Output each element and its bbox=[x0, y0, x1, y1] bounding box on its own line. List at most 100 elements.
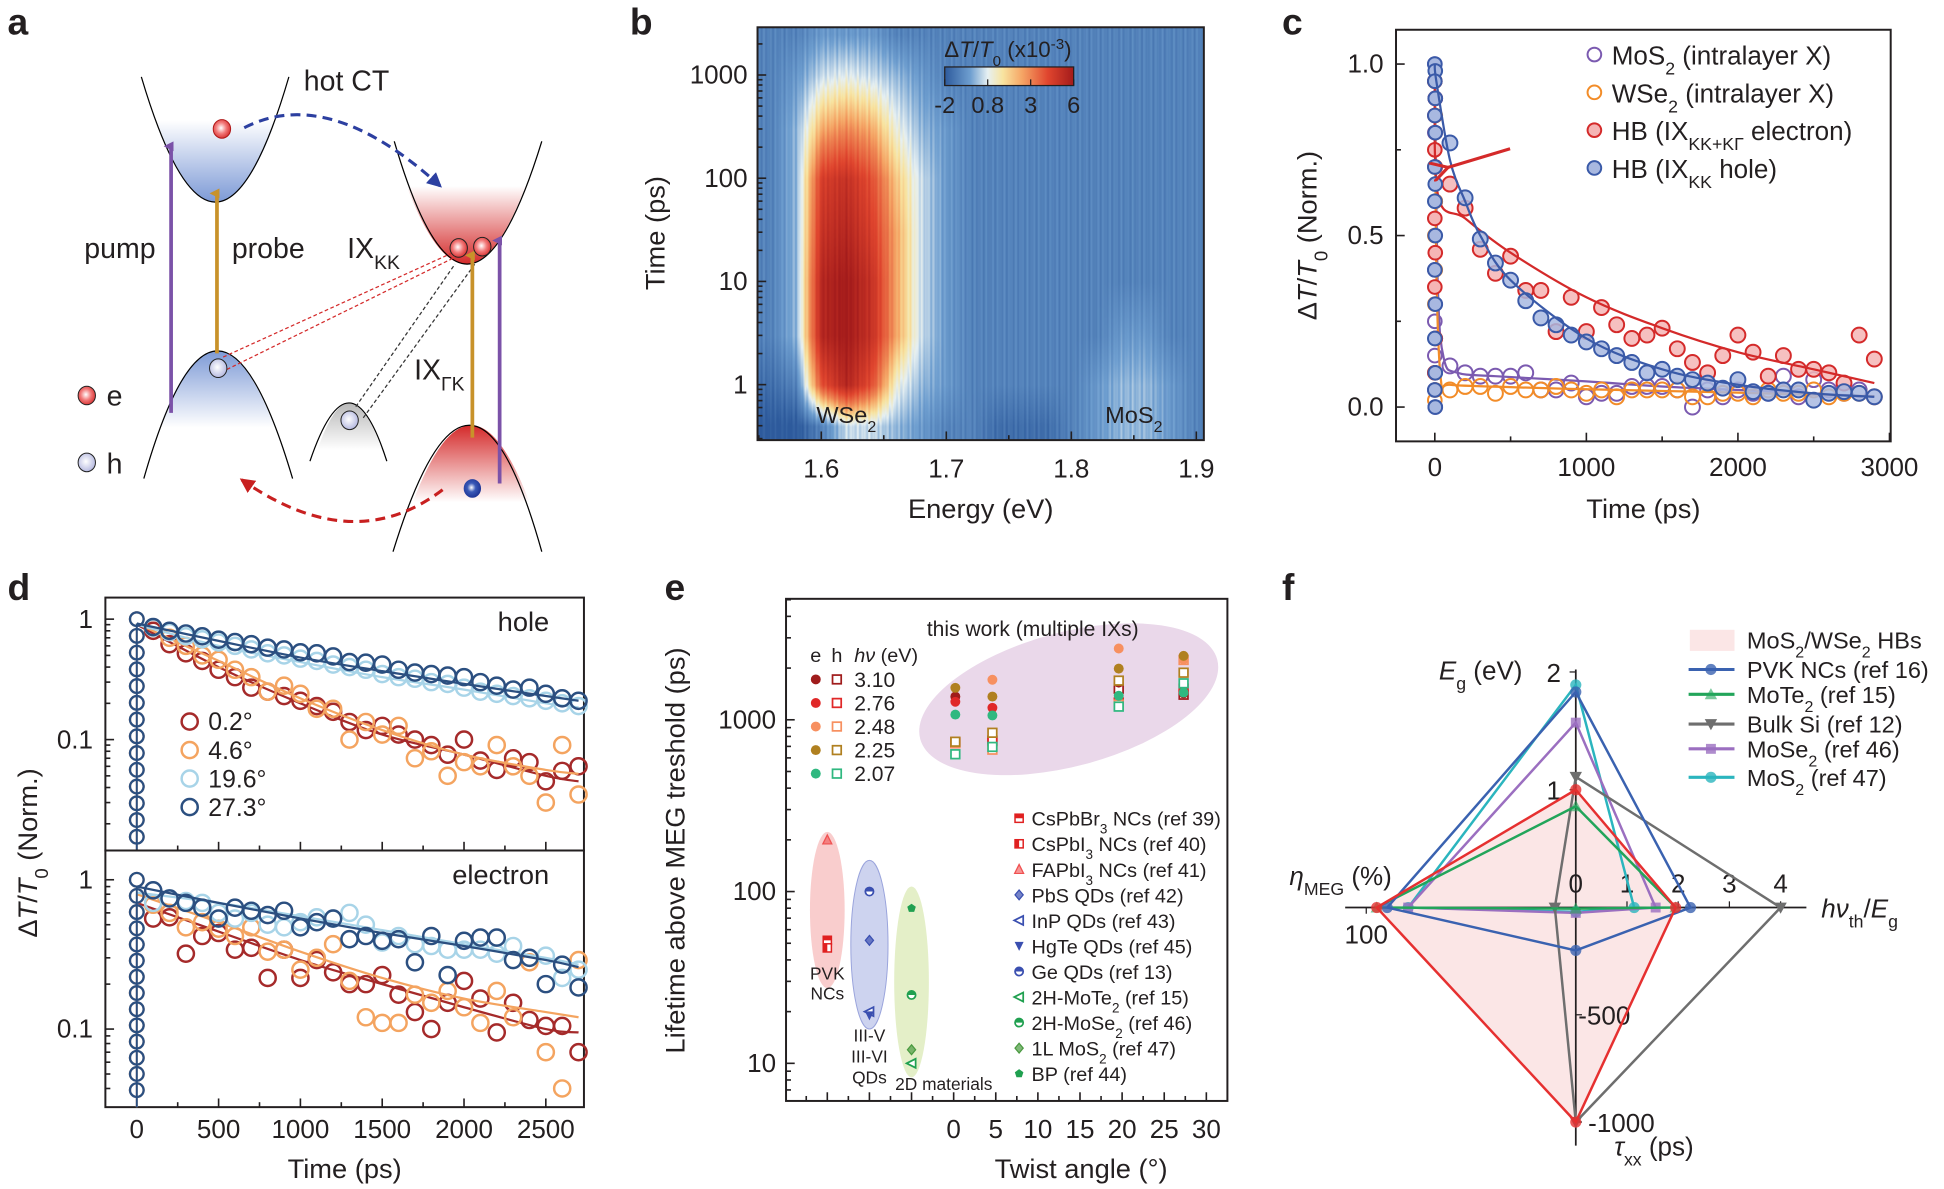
radar-point bbox=[1371, 901, 1383, 914]
radar-point bbox=[1569, 771, 1582, 783]
x-axis-label: Twist angle (°) bbox=[995, 1153, 1168, 1184]
data-point bbox=[569, 950, 588, 970]
data-point bbox=[1774, 367, 1792, 385]
y-tick-label: 1 bbox=[733, 369, 747, 399]
reference-data-point bbox=[906, 1043, 917, 1056]
data-point bbox=[389, 929, 408, 949]
data-point-hole bbox=[1178, 678, 1189, 689]
y-axis-label: ΔT/T0 (Norm.) bbox=[12, 768, 52, 937]
legend-label: 2.07 bbox=[854, 763, 895, 786]
ix-gk-dotted-line bbox=[355, 263, 456, 408]
legend-swatch bbox=[1689, 629, 1735, 651]
x-tick-label: 25 bbox=[1150, 1114, 1179, 1144]
electron-transfer-arrow-icon bbox=[243, 113, 442, 188]
this-work-label: this work (multiple IXs) bbox=[927, 618, 1139, 641]
radar-point bbox=[1704, 688, 1718, 700]
data-point bbox=[1850, 326, 1868, 344]
data-point bbox=[405, 748, 425, 768]
data-point bbox=[536, 1042, 556, 1062]
x-tick-label: 1.6 bbox=[803, 453, 839, 483]
tau-axis-label: τxx (ps) bbox=[1614, 1131, 1693, 1169]
series bbox=[1427, 64, 1883, 392]
data-point bbox=[536, 772, 556, 791]
panel-label-b: b bbox=[630, 1, 653, 43]
data-point bbox=[340, 929, 359, 949]
data-point bbox=[552, 1079, 572, 1098]
series bbox=[128, 871, 588, 1108]
legend-marker bbox=[1586, 84, 1603, 101]
radar-point bbox=[1705, 771, 1717, 783]
legend-label: MoS2 (ref 47) bbox=[1747, 765, 1887, 799]
legend-label: CsPbBr3 NCs (ref 39) bbox=[1032, 809, 1221, 837]
data-point-hole bbox=[1113, 701, 1124, 712]
data-point-electron bbox=[1113, 663, 1124, 674]
legend-label: MoS2 (intralayer X) bbox=[1612, 40, 1831, 78]
fit-line bbox=[136, 622, 579, 702]
legend-label: 2.76 bbox=[854, 692, 895, 715]
early-data-point bbox=[1427, 193, 1443, 210]
legend-label: MoSe2 (ref 46) bbox=[1747, 737, 1900, 771]
legend-label: 1L MoS2 (ref 47) bbox=[1032, 1039, 1177, 1067]
ix-kk-dotted-line bbox=[226, 256, 457, 371]
radar-point bbox=[1570, 1116, 1582, 1128]
panel-label-e: e bbox=[665, 566, 686, 608]
legend-marker bbox=[180, 769, 199, 788]
subplot-electron: 0.1 1 electron bbox=[57, 849, 588, 1109]
data-point bbox=[1623, 378, 1641, 395]
x-tick-label: 2500 bbox=[517, 1114, 575, 1144]
data-point bbox=[372, 655, 392, 674]
data-point bbox=[487, 1023, 507, 1042]
x-axis-label: Time (ps) bbox=[288, 1153, 402, 1184]
radar-point bbox=[1381, 901, 1393, 914]
reference-data-point bbox=[864, 934, 875, 947]
legend-marker bbox=[180, 712, 199, 731]
axes-frame bbox=[104, 849, 585, 1109]
legend-marker-electron bbox=[810, 721, 821, 732]
group-label: QDs bbox=[852, 1068, 887, 1088]
group-label: NCs bbox=[810, 983, 844, 1003]
data-point bbox=[454, 730, 474, 749]
colorbar bbox=[944, 66, 1075, 87]
eg-tick-label: 1 bbox=[1546, 776, 1560, 806]
data-point-electron bbox=[950, 682, 961, 693]
data-point bbox=[552, 1016, 572, 1036]
fit-line bbox=[1433, 64, 1875, 398]
data-point bbox=[1487, 384, 1504, 402]
data-point-electron bbox=[987, 691, 998, 702]
y-tick-label: 0.0 bbox=[1347, 392, 1383, 422]
panel-label-c: c bbox=[1282, 1, 1303, 43]
data-point bbox=[438, 965, 457, 985]
early-data-point bbox=[1427, 330, 1443, 347]
data-point bbox=[1547, 381, 1565, 399]
data-point bbox=[291, 968, 310, 988]
electron-icon bbox=[449, 238, 468, 258]
data-point bbox=[340, 971, 359, 991]
reference-data-point-fill bbox=[907, 990, 916, 995]
legend-marker bbox=[1012, 914, 1025, 927]
reference-data-point-fill bbox=[823, 943, 828, 952]
legend-marker-electron bbox=[810, 745, 821, 756]
x-tick-label: 0 bbox=[946, 1114, 960, 1144]
axes-frame bbox=[756, 26, 1205, 442]
data-point bbox=[274, 918, 294, 937]
data-point bbox=[307, 948, 327, 968]
data-point bbox=[569, 691, 588, 711]
data-point bbox=[405, 1002, 425, 1022]
radar-point bbox=[1705, 743, 1716, 754]
data-point bbox=[503, 1007, 523, 1027]
data-point bbox=[520, 678, 539, 697]
data-point bbox=[1532, 282, 1550, 299]
data-point bbox=[1638, 326, 1656, 344]
panel-a-band-diagram: hot CT pump probe e h IXKK IXΓK bbox=[77, 66, 543, 552]
x-axis-label: Time (ps) bbox=[1586, 493, 1700, 524]
panel-c-decay-chart: 0 1000 2000 3000 0.0 0.5 1.0 Time (ps) ΔT/T0 (No… bbox=[1292, 28, 1918, 524]
radar-point bbox=[1670, 901, 1682, 914]
data-point bbox=[421, 1019, 441, 1039]
x-tick-label: 20 bbox=[1108, 1114, 1137, 1144]
data-point bbox=[1441, 357, 1459, 375]
data-point-electron bbox=[950, 696, 961, 707]
axes-frame bbox=[785, 597, 1229, 1102]
hole-icon bbox=[463, 479, 482, 498]
data-point bbox=[389, 716, 408, 736]
legend-marker-electron bbox=[810, 698, 821, 708]
